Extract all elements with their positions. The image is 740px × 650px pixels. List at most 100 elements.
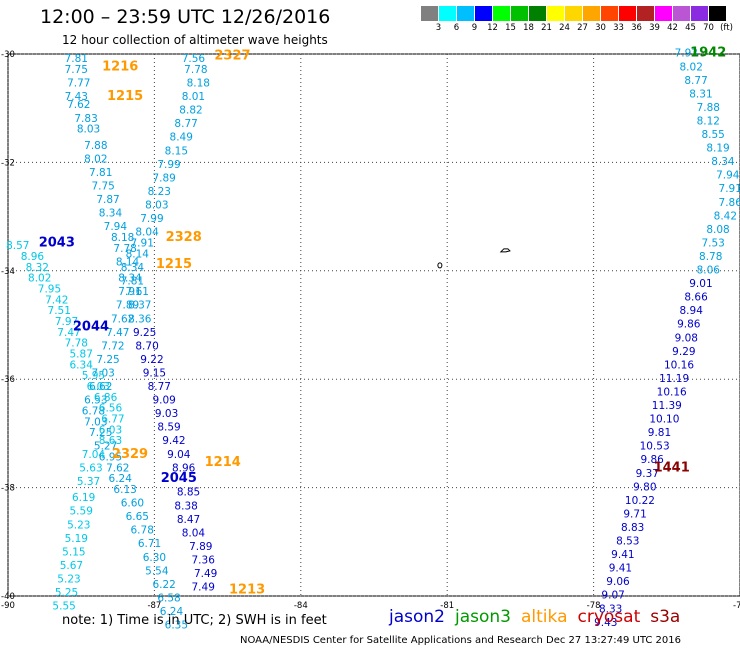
wave-height-value: 8.34 [121, 262, 145, 274]
wave-height-value: 7.78 [65, 338, 88, 350]
wave-height-value: 6.65 [126, 511, 149, 523]
wave-height-value: 7.43 [65, 91, 88, 103]
wave-height-value: 7.03 [91, 367, 114, 379]
wave-height-value: 6.24 [160, 606, 184, 618]
legend-swatch-label: 42 [667, 23, 678, 33]
legend-swatch [673, 6, 690, 21]
wave-height-value: 10.22 [625, 495, 655, 507]
wave-height-value: 5.63 [79, 462, 102, 474]
wave-height-value: 8.66 [684, 292, 708, 304]
wave-height-value: 9.41 [609, 563, 632, 575]
lat-tick-label: -32 [1, 158, 15, 168]
legend-swatch [583, 6, 600, 21]
wave-height-value: 5.15 [62, 546, 85, 558]
wave-height-value: 8.34 [99, 208, 123, 220]
legend-swatch [709, 6, 726, 21]
wave-height-value: 6.30 [143, 552, 166, 564]
wave-height-value: 7.94 [104, 221, 128, 233]
legend-swatch-label: 45 [685, 23, 696, 33]
wave-height-value: 7.86 [719, 197, 740, 209]
wave-height-value: 7.81 [65, 53, 88, 65]
wave-height-value: 7.91 [719, 183, 740, 195]
wave-height-value: 7.75 [91, 181, 114, 193]
wave-height-value: 8.77 [174, 118, 197, 130]
lon-tick-label: -87 [147, 601, 161, 611]
wave-height-value: 10.16 [664, 359, 694, 371]
chart-subtitle: 12 hour collection of altimeter wave hei… [62, 33, 328, 47]
wave-height-value: 6.78 [131, 525, 154, 537]
wave-height-value: 6.58 [157, 592, 180, 604]
wave-height-value: 6.86 [94, 392, 118, 404]
wave-height-value: 8.78 [699, 251, 722, 263]
legend-swatch [547, 6, 564, 21]
wave-height-value: 6.71 [138, 538, 161, 550]
pass-time-label: 1441 [654, 460, 690, 475]
wave-height-value: 9.07 [601, 590, 624, 602]
wave-height-value: 5.37 [77, 476, 100, 488]
legend-swatch-label: (ft) [720, 23, 733, 33]
satellite-name: altika [521, 607, 568, 627]
wave-height-value: 8.70 [135, 340, 158, 352]
wave-height-value: 8.23 [148, 186, 171, 198]
wave-height-value: 8.04 [135, 227, 159, 239]
wave-height-value: 8.03 [145, 199, 168, 211]
wave-height-value: 8.14 [116, 256, 140, 268]
footer-note: note: 1) Time is in UTC; 2) SWH is in fe… [62, 613, 327, 628]
legend-swatch-label: 12 [487, 23, 498, 33]
pass-time-label: 1942 [690, 46, 726, 61]
wave-height-value: 8.03 [77, 124, 100, 136]
wave-height-value: 8.18 [111, 232, 134, 244]
wave-height-value: 8.96 [172, 462, 196, 474]
wave-height-value: 6.34 [70, 359, 94, 371]
pass-time-label: 1214 [205, 455, 241, 470]
wave-height-value: 6.78 [82, 405, 105, 417]
wave-height-value: 8.85 [177, 487, 200, 499]
lon-tick-label: -75 [733, 601, 740, 611]
legend-swatch-label: 9 [471, 23, 478, 33]
wave-height-value: 6.77 [101, 414, 124, 426]
pass-time-label: 2327 [214, 48, 250, 63]
legend-swatch [511, 6, 528, 21]
wave-height-value: 7.62 [106, 462, 129, 474]
wave-height-value: 8.38 [174, 500, 197, 512]
wave-height-value: 11.19 [659, 373, 689, 385]
wave-height-value: 8.57 [6, 240, 29, 252]
legend-swatch [619, 6, 636, 21]
wave-height-value: 8.02 [28, 273, 51, 285]
wave-height-value: 8.77 [148, 381, 171, 393]
wave-height-value: 7.42 [45, 294, 68, 306]
satellite-name: cryosat [577, 607, 641, 627]
wave-height-value: 8.06 [697, 265, 721, 277]
wave-height-value: 10.53 [640, 441, 670, 453]
wave-height-value: 8.47 [177, 514, 200, 526]
wave-height-value: 9.86 [677, 319, 701, 331]
legend-swatch [655, 6, 672, 21]
pass-time-label: 2328 [166, 230, 202, 245]
wave-height-value: 7.04 [82, 449, 106, 461]
wave-height-value: 7.56 [182, 53, 206, 65]
wave-height-value: 11.39 [652, 400, 682, 412]
wave-height-value: 9.80 [633, 481, 656, 493]
legend-swatch [421, 6, 438, 21]
wave-height-value: 8.96 [21, 251, 45, 263]
legend-swatch [475, 6, 492, 21]
wave-height-value: 7.91 [131, 237, 154, 249]
wave-height-value: 7.72 [101, 340, 124, 352]
wave-height-value: 7.61 [126, 286, 149, 298]
wave-height-value: 9.01 [689, 278, 712, 290]
legend-swatch-label: 18 [523, 23, 534, 33]
chart-title: 12:00 – 23:59 UTC 12/26/2016 [40, 6, 331, 28]
wave-height-value: 6.56 [99, 403, 123, 415]
wave-height-value: 5.54 [145, 565, 169, 577]
legend-swatch-label: 33 [613, 23, 624, 33]
wave-height-value: 8.42 [714, 210, 737, 222]
legend-swatch-label: 24 [559, 23, 570, 33]
wave-height-value: 8.12 [697, 115, 720, 127]
lat-tick-label: -38 [1, 484, 15, 494]
wave-height-value: 8.94 [680, 305, 704, 317]
lon-tick-label: -84 [294, 601, 308, 611]
wave-height-value: 7.88 [697, 102, 720, 114]
wave-height-value: 6.19 [72, 492, 95, 504]
pass-time-label: 2044 [73, 319, 109, 334]
wave-height-value: 8.34 [711, 156, 735, 168]
